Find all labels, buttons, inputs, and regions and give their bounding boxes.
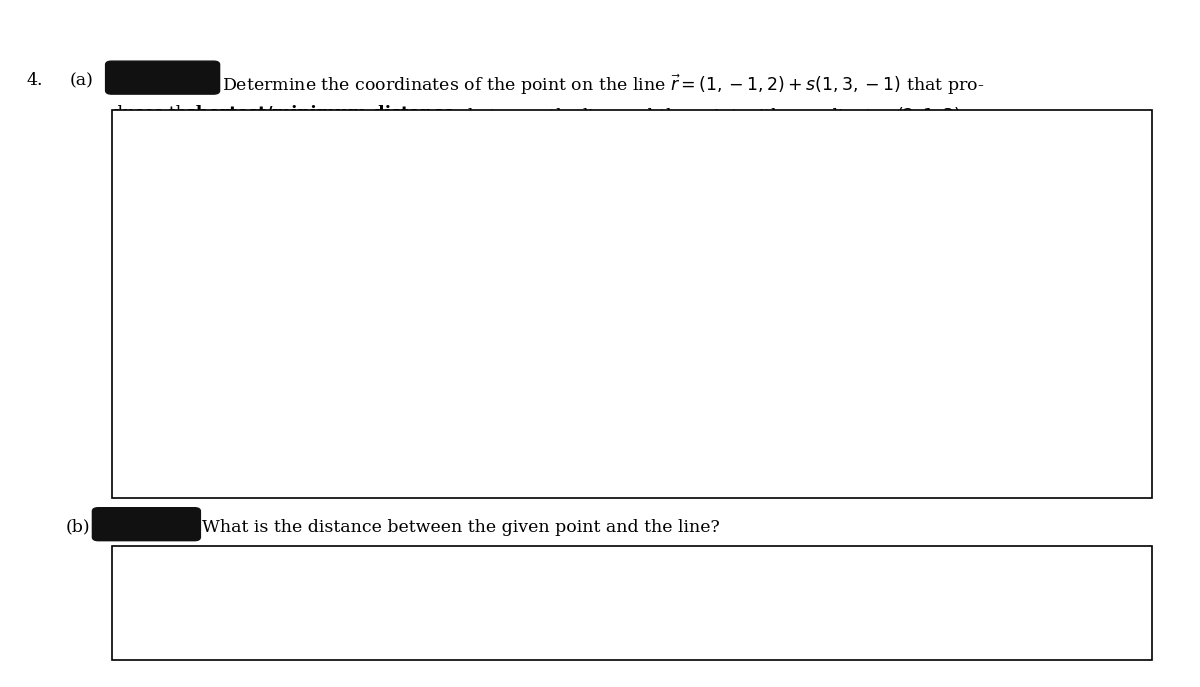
Text: Determine the coordinates of the point on the line $\vec{r} = (1, -1, 2) + s(1, : Determine the coordinates of the point o…: [222, 72, 984, 97]
Text: (b): (b): [66, 519, 91, 536]
FancyBboxPatch shape: [106, 61, 220, 94]
Text: duces the: duces the: [112, 105, 203, 122]
FancyBboxPatch shape: [92, 508, 200, 541]
Text: shortest/minimum distance: shortest/minimum distance: [186, 105, 455, 122]
Text: between the line and the point with coordinates $(2, 1, 3)$.: between the line and the point with coor…: [462, 105, 966, 127]
Text: What is the distance between the given point and the line?: What is the distance between the given p…: [202, 519, 719, 536]
FancyBboxPatch shape: [112, 546, 1152, 660]
Text: (a): (a): [70, 72, 94, 89]
FancyBboxPatch shape: [112, 110, 1152, 498]
Text: 4.: 4.: [26, 72, 43, 89]
